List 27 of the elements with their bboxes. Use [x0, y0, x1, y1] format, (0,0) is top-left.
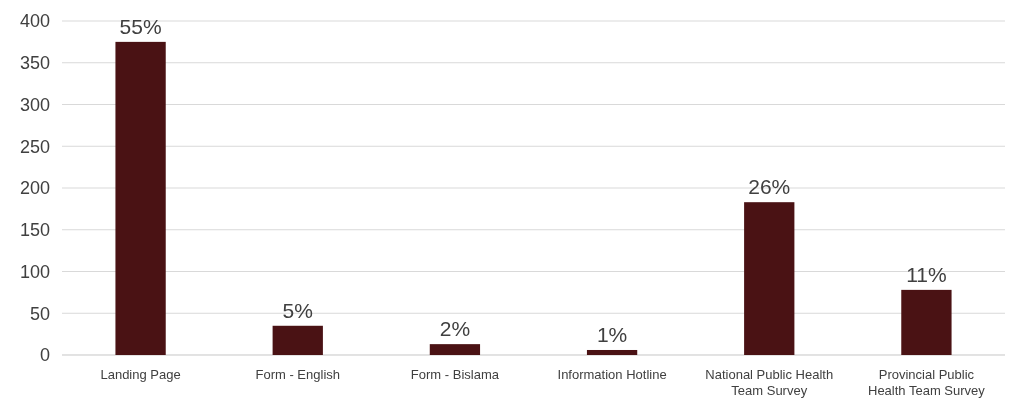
y-tick-label: 200 [19, 178, 50, 199]
y-tick-label: 50 [29, 303, 50, 324]
y-tick-label: 400 [19, 11, 50, 32]
annotation: 5% [282, 298, 313, 322]
annotation: 55% [119, 14, 162, 38]
x-tick-label: Provincial Public Health Team Survey [868, 367, 986, 398]
bar [901, 289, 952, 355]
x-tick-label: Information Hotline [557, 367, 667, 382]
x-tick-label: Form - Bislama [410, 367, 500, 382]
bar [586, 349, 638, 355]
annotation: 2% [439, 317, 471, 341]
x-tick-label: National Public Health Team Survey [705, 367, 834, 398]
annotation: 26% [748, 175, 791, 199]
y-tick-label: 0 [39, 345, 50, 366]
bar [429, 344, 481, 355]
y-tick-label: 250 [19, 136, 50, 157]
y-tick-label: 350 [19, 53, 50, 74]
annotation: 1% [596, 322, 628, 346]
annotation: 11% [906, 262, 947, 286]
y-tick-label: 300 [19, 94, 50, 115]
x-tick-label: Landing Page [100, 367, 181, 382]
y-tick-label: 100 [19, 261, 50, 282]
bar [115, 41, 166, 355]
y-tick-label: 150 [19, 220, 50, 241]
bar [272, 325, 323, 355]
x-tick-label: Form - English [255, 367, 341, 382]
bar [744, 202, 795, 355]
